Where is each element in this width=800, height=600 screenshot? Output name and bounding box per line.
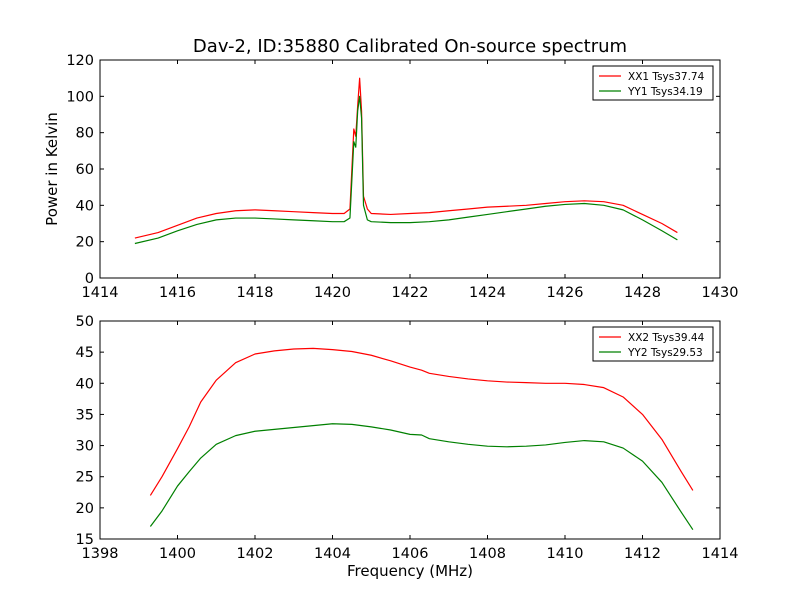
y-tick-label: 20 <box>76 501 94 517</box>
y-axis-label: Power in Kelvin <box>43 112 61 226</box>
chart-title: Dav-2, ID:35880 Calibrated On-source spe… <box>193 36 627 57</box>
legend: XX1 Tsys37.74 YY1 Tsys34.19 <box>592 65 714 101</box>
y-tick-label: 35 <box>76 407 94 423</box>
x-tick-label: 1422 <box>392 285 429 301</box>
x-tick-label: 1412 <box>624 546 661 562</box>
y-tick-label: 100 <box>66 89 94 105</box>
y-tick-label: 20 <box>76 235 94 251</box>
y-tick-label: 120 <box>66 53 94 69</box>
x-tick-label: 1400 <box>159 546 196 562</box>
x-tick-label: 1416 <box>159 285 196 301</box>
chart-panel-1: 1414 1416 1418 1420 1422 1424 1426 1428 1430 0 20 4… <box>43 36 738 301</box>
legend-entry: XX2 Tsys39.44 <box>628 332 705 344</box>
y-tick-label: 80 <box>76 126 94 142</box>
y-tick-label: 25 <box>76 470 94 486</box>
y-tick-label: 40 <box>76 198 94 214</box>
legend-entry: YY1 Tsys34.19 <box>627 86 703 98</box>
x-tick-label: 1428 <box>624 285 661 301</box>
series-line-2-2 <box>149 423 694 530</box>
legend-entry: YY2 Tsys29.53 <box>627 347 703 359</box>
x-tick-label: 1404 <box>314 546 351 562</box>
y-tick-label: 15 <box>76 532 94 548</box>
legend: XX2 Tsys39.44 YY2 Tsys29.53 <box>592 326 714 362</box>
legend-box <box>592 326 714 362</box>
y-tick-label: 0 <box>85 271 94 287</box>
x-tick-label: 1406 <box>392 546 429 562</box>
x-tick-label: 1418 <box>237 285 274 301</box>
x-tick-label: 1414 <box>702 546 739 562</box>
y-tick-label: 60 <box>76 162 94 178</box>
x-tick-label: 1426 <box>547 285 584 301</box>
y-tick-label: 30 <box>76 439 94 455</box>
legend-box <box>592 65 714 101</box>
x-tick-label: 1408 <box>469 546 506 562</box>
x-tick-label: 1410 <box>547 546 584 562</box>
y-tick-label: 50 <box>76 314 94 330</box>
x-tick-label: 1424 <box>469 285 506 301</box>
x-tick-label: 1398 <box>82 546 119 562</box>
series-line-2-1 <box>149 347 694 496</box>
x-axis-label: Frequency (MHz) <box>347 562 473 580</box>
x-tick-label: 1402 <box>237 546 274 562</box>
series-line-1-2 <box>134 95 678 245</box>
y-tick-label: 45 <box>76 345 94 361</box>
x-tick-label: 1430 <box>702 285 739 301</box>
x-tick-label: 1420 <box>314 285 351 301</box>
x-tick-label: 1414 <box>82 285 119 301</box>
legend-entry: XX1 Tsys37.74 <box>628 71 705 83</box>
y-tick-label: 40 <box>76 376 94 392</box>
chart-panel-2: 1398 1400 1402 1404 1406 1408 1410 1412 1414 15 20… <box>76 314 739 580</box>
